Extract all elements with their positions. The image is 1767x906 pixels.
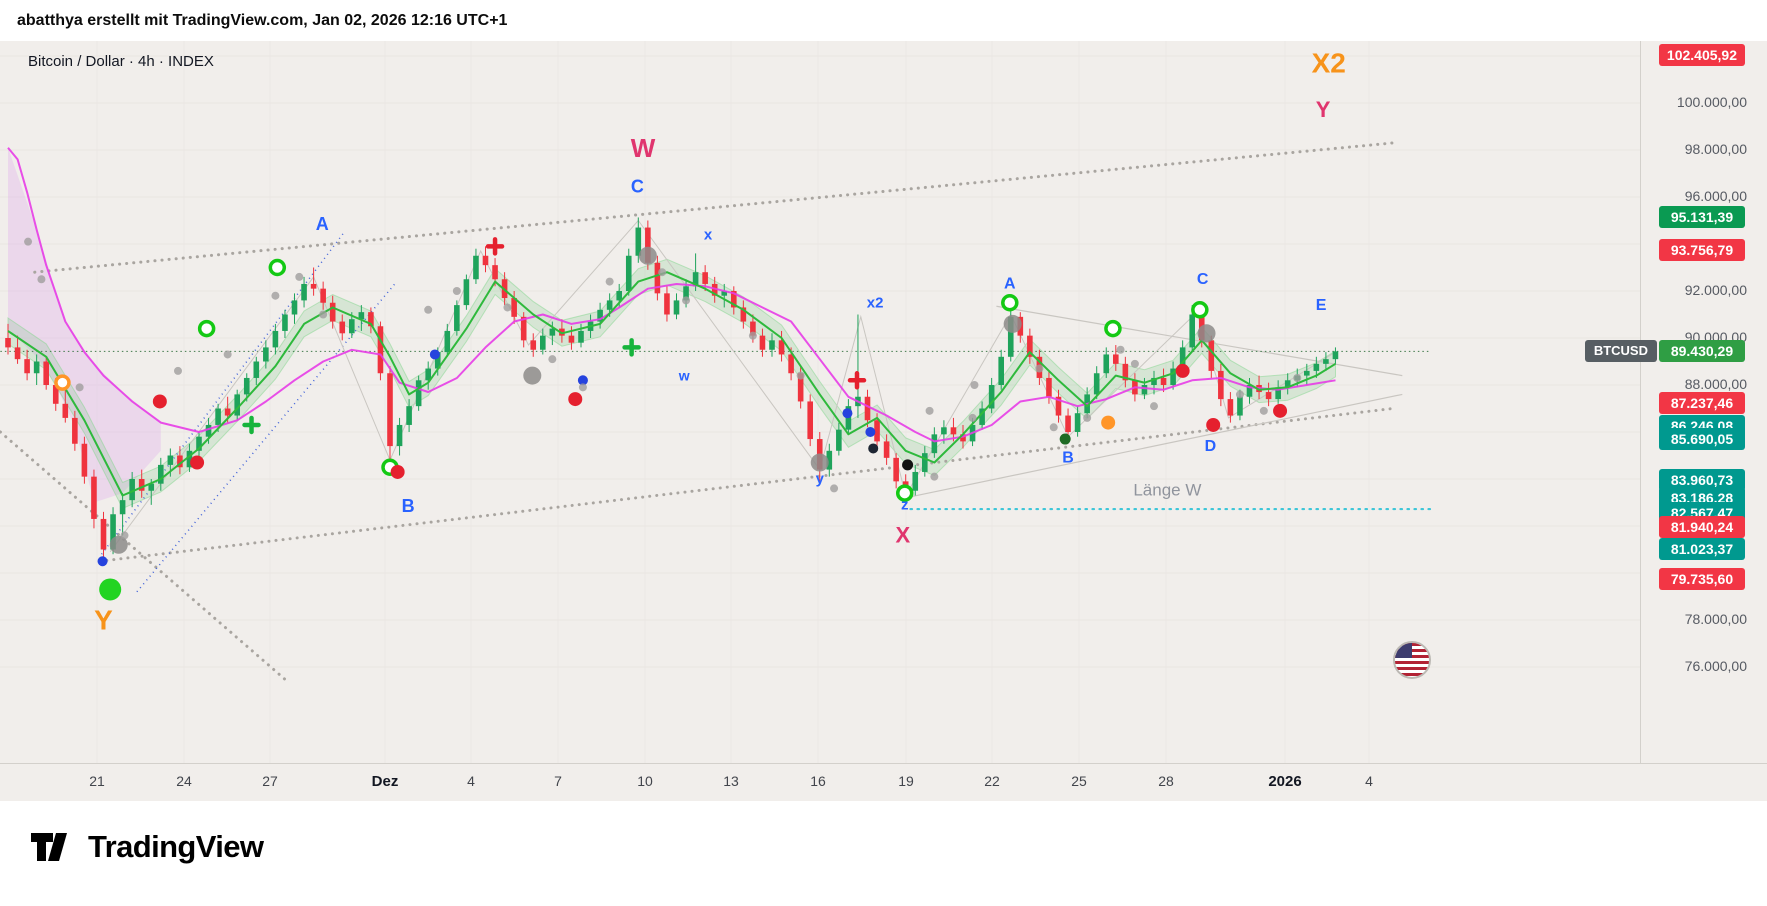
svg-text:E: E — [1316, 297, 1327, 314]
time-label: 7 — [554, 773, 562, 789]
time-scale[interactable]: 21 24 27 Dez 4 7 10 13 16 19 22 25 28 2026 4 — [0, 763, 1767, 801]
symbol-title[interactable]: Bitcoin / Dollar · 4h · INDEX — [28, 53, 214, 70]
svg-text:X2: X2 — [1312, 47, 1346, 78]
svg-text:y: y — [816, 471, 825, 488]
footer: TradingView — [0, 801, 1767, 906]
time-label: 10 — [637, 773, 653, 789]
price-label: 90.000,00 — [1684, 329, 1747, 345]
svg-text:D: D — [1205, 438, 1217, 455]
svg-text:B: B — [1062, 450, 1074, 467]
price-label: 96.000,00 — [1684, 188, 1747, 204]
us-flag-icon — [1393, 641, 1431, 679]
svg-text:A: A — [1004, 276, 1016, 293]
svg-text:C: C — [1197, 271, 1209, 288]
time-label: 27 — [262, 773, 278, 789]
price-label: 88.000,00 — [1684, 376, 1747, 392]
svg-text:Y: Y — [1316, 97, 1331, 122]
time-label: 4 — [1365, 773, 1373, 789]
price-label: 76.000,00 — [1684, 658, 1747, 674]
time-label: 2026 — [1268, 773, 1302, 790]
svg-text:Y: Y — [94, 604, 113, 635]
svg-text:C: C — [631, 176, 644, 196]
time-label: 19 — [898, 773, 914, 789]
time-label: 22 — [984, 773, 1000, 789]
time-label: Dez — [371, 773, 399, 790]
tradingview-logo-text: TradingView — [88, 829, 264, 864]
svg-text:x: x — [704, 226, 713, 243]
watermark-credit-bar: abatthya erstellt mit TradingView.com, J… — [0, 0, 1767, 41]
time-label: 21 — [89, 773, 105, 789]
svg-text:A: A — [316, 214, 329, 234]
svg-text:w: w — [678, 367, 690, 383]
time-label: 28 — [1158, 773, 1174, 789]
svg-text:X: X — [895, 522, 910, 547]
svg-text:z: z — [901, 497, 909, 514]
time-label: 25 — [1071, 773, 1087, 789]
svg-text:B: B — [402, 496, 415, 516]
svg-text:W: W — [631, 133, 656, 163]
credit-text: abatthya erstellt mit TradingView.com, J… — [17, 12, 508, 29]
time-label: 4 — [467, 773, 475, 789]
price-label: 92.000,00 — [1684, 282, 1747, 298]
time-label: 24 — [176, 773, 192, 789]
svg-text:Länge W: Länge W — [1133, 480, 1201, 499]
price-label: 98.000,00 — [1684, 141, 1747, 157]
price-label: 78.000,00 — [1684, 611, 1747, 627]
time-label: 13 — [723, 773, 739, 789]
time-label: 16 — [810, 773, 826, 789]
us-flag-canton — [1395, 643, 1412, 658]
price-label: 100.000,00 — [1676, 94, 1747, 110]
svg-text:x2: x2 — [867, 294, 884, 311]
price-scale[interactable]: 100.000,00 98.000,00 96.000,00 92.000,00 90.… — [1640, 41, 1767, 763]
tradingview-logo[interactable]: TradingView — [30, 829, 264, 865]
tradingview-logo-icon — [31, 833, 67, 861]
